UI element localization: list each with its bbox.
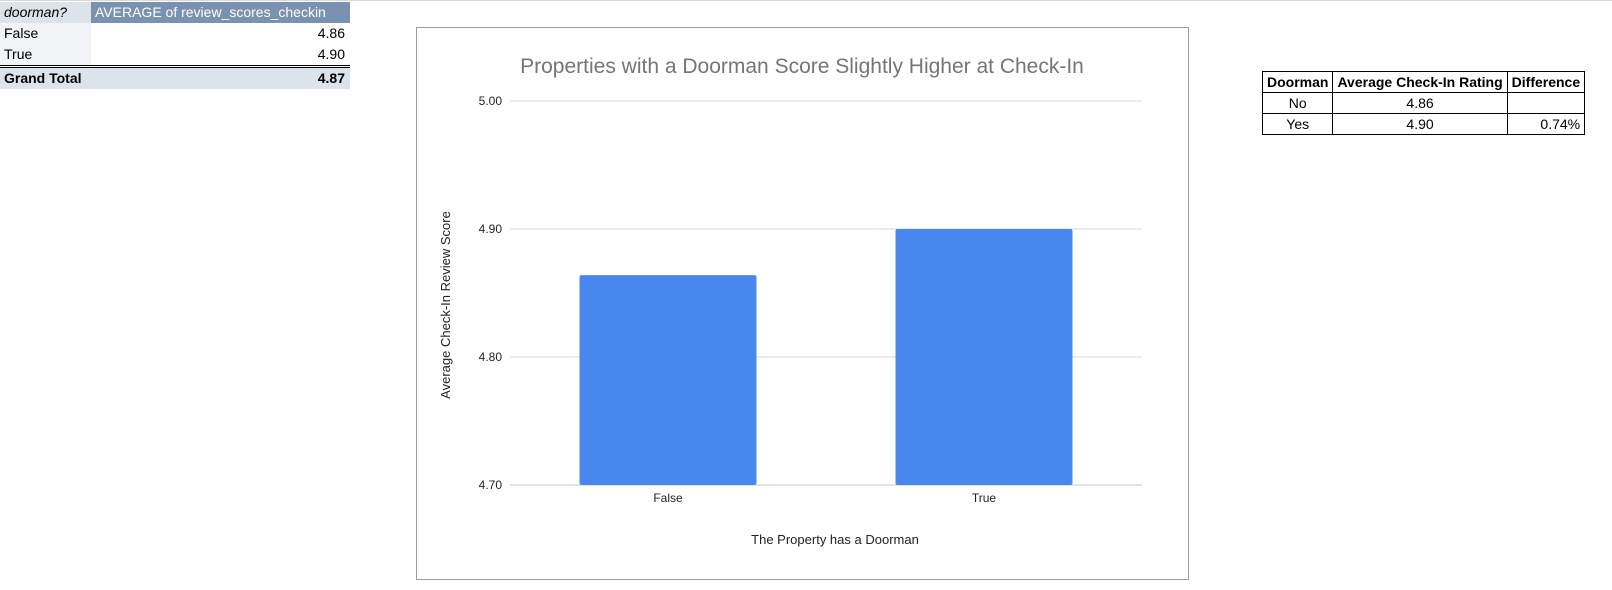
pivot-header-doorman[interactable]: doorman?: [0, 2, 91, 23]
sheet-top-border: [0, 0, 1612, 1]
chart-y-tick-label: 4.80: [479, 350, 503, 364]
pivot-row-value[interactable]: 4.90: [91, 44, 350, 65]
chart-y-tick-label: 4.70: [479, 478, 503, 492]
pivot-grand-total-label[interactable]: Grand Total: [0, 68, 91, 89]
pivot-table: doorman? AVERAGE of review_scores_checki…: [0, 2, 350, 89]
table-row: No 4.86: [1261, 92, 1586, 114]
chart-bars: [579, 229, 1073, 485]
pivot-header-average[interactable]: AVERAGE of review_scores_checkin: [91, 2, 350, 23]
pivot-header-row: doorman? AVERAGE of review_scores_checki…: [0, 2, 350, 23]
table-row: Yes 4.90 0.74%: [1261, 113, 1586, 135]
summary-cell-doorman[interactable]: Yes: [1261, 113, 1334, 135]
chart-x-tick-label: True: [972, 491, 997, 505]
summary-header-average-rating[interactable]: Average Check-In Rating: [1332, 71, 1508, 93]
chart-title: Properties with a Doorman Score Slightly…: [520, 55, 1084, 78]
chart-x-tick-labels: False True: [653, 491, 996, 505]
pivot-grand-total-row: Grand Total 4.87: [0, 68, 350, 89]
chart-x-tick-label: False: [653, 491, 683, 505]
summary-cell-rating[interactable]: 4.86: [1332, 92, 1508, 114]
pivot-row-label[interactable]: False: [0, 23, 91, 44]
summary-cell-difference[interactable]: 0.74%: [1506, 113, 1586, 135]
chart-y-axis-title: Average Check-In Review Score: [438, 211, 453, 399]
pivot-row-label[interactable]: True: [0, 44, 91, 65]
pivot-grand-total-value[interactable]: 4.87: [91, 68, 350, 89]
chart-x-axis-title: The Property has a Doorman: [751, 532, 919, 547]
chart-canvas: Properties with a Doorman Score Slightly…: [438, 55, 1142, 547]
summary-header-difference[interactable]: Difference: [1506, 71, 1586, 93]
pivot-row: True 4.90: [0, 44, 350, 68]
summary-cell-difference[interactable]: [1506, 92, 1586, 114]
bar-chart[interactable]: Properties with a Doorman Score Slightly…: [416, 27, 1189, 580]
chart-y-tick-label: 4.90: [479, 222, 503, 236]
pivot-row: False 4.86: [0, 23, 350, 44]
summary-header-doorman[interactable]: Doorman: [1261, 71, 1334, 93]
summary-cell-rating[interactable]: 4.90: [1332, 113, 1508, 135]
chart-bar-false[interactable]: [579, 275, 757, 485]
pivot-row-value[interactable]: 4.86: [91, 23, 350, 44]
summary-table: Doorman Average Check-In Rating Differen…: [1261, 71, 1586, 135]
summary-header-row: Doorman Average Check-In Rating Differen…: [1261, 71, 1586, 93]
chart-bar-true[interactable]: [895, 229, 1073, 485]
chart-y-tick-label: 5.00: [479, 94, 503, 108]
summary-cell-doorman[interactable]: No: [1261, 92, 1334, 114]
chart-y-tick-labels: 4.70 4.80 4.90 5.00: [479, 94, 503, 492]
